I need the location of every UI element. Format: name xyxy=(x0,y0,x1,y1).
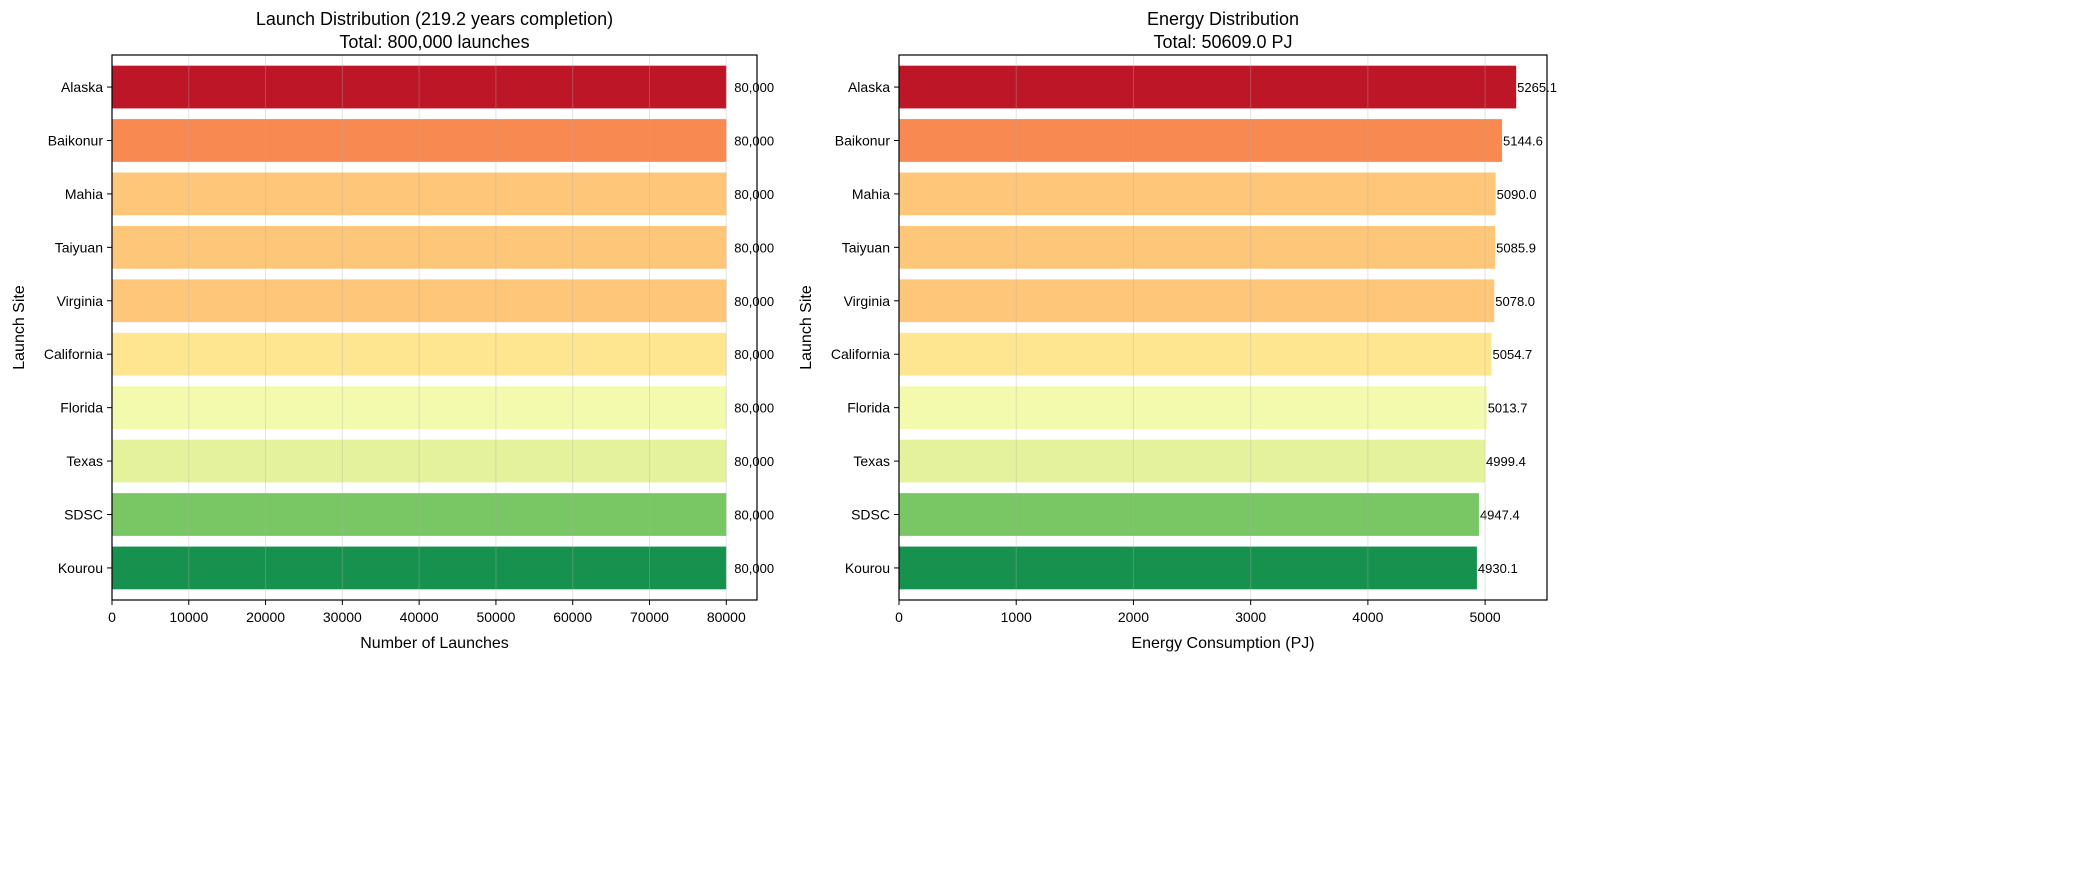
data-label: 4947.4 xyxy=(1480,508,1520,523)
data-label: 80,000 xyxy=(734,561,774,576)
bar-california xyxy=(899,332,1492,376)
data-label: 5078.0 xyxy=(1495,294,1535,309)
y-tick-label: Kourou xyxy=(58,560,103,576)
bar-taiyuan xyxy=(112,225,727,269)
y-tick-label: Alaska xyxy=(61,79,103,95)
data-label: 5013.7 xyxy=(1488,401,1528,416)
y-tick-label: Kourou xyxy=(845,560,890,576)
chart-title: Launch Distribution (219.2 years complet… xyxy=(256,9,613,29)
x-tick-label: 50000 xyxy=(476,609,515,625)
y-tick-label: Alaska xyxy=(848,79,890,95)
bar-mahia xyxy=(112,172,727,216)
y-tick-label: California xyxy=(831,346,890,362)
y-tick-label: Taiyuan xyxy=(55,239,103,255)
bar-taiyuan xyxy=(899,225,1496,269)
y-tick-label: Virginia xyxy=(57,293,104,309)
bar-virginia xyxy=(112,279,727,323)
data-label: 80,000 xyxy=(734,133,774,148)
bar-virginia xyxy=(899,279,1495,323)
y-axis-label: Launch Site xyxy=(798,285,815,370)
data-label: 80,000 xyxy=(734,240,774,255)
x-axis-label: Number of Launches xyxy=(360,635,509,652)
x-tick-label: 2000 xyxy=(1118,609,1149,625)
data-label: 5265.1 xyxy=(1517,80,1557,95)
chart-title: Energy Distribution xyxy=(1147,9,1299,29)
x-tick-label: 10000 xyxy=(169,609,208,625)
x-axis-label: Energy Consumption (PJ) xyxy=(1131,635,1314,652)
y-tick-label: Florida xyxy=(60,400,103,416)
data-label: 80,000 xyxy=(734,401,774,416)
chart-2: 5265.1 Alaska 5144.6 Baikonur 5090.0 Mahia 508… xyxy=(798,9,1557,652)
chart-subtitle: Total: 800,000 launches xyxy=(339,32,529,52)
y-tick-label: Baikonur xyxy=(835,132,891,148)
x-tick-label: 30000 xyxy=(323,609,362,625)
bar-sdsc xyxy=(899,493,1479,536)
y-tick-label: Baikonur xyxy=(48,132,104,148)
x-tick-label: 4000 xyxy=(1352,609,1383,625)
x-tick-label: 5000 xyxy=(1470,609,1501,625)
data-label: 80,000 xyxy=(734,80,774,95)
data-label: 80,000 xyxy=(734,347,774,362)
data-label: 80,000 xyxy=(734,454,774,469)
bar-kourou xyxy=(899,546,1477,590)
x-tick-label: 80000 xyxy=(707,609,746,625)
x-tick-label: 3000 xyxy=(1235,609,1266,625)
data-label: 80,000 xyxy=(734,187,774,202)
y-tick-label: SDSC xyxy=(851,507,890,523)
x-tick-label: 0 xyxy=(108,609,116,625)
bar-alaska xyxy=(899,65,1517,109)
bar-kourou xyxy=(112,546,727,590)
x-tick-label: 40000 xyxy=(400,609,439,625)
bar-baikonur xyxy=(899,119,1503,162)
data-label: 80,000 xyxy=(734,508,774,523)
x-tick-label: 20000 xyxy=(246,609,285,625)
data-label: 5085.9 xyxy=(1496,240,1536,255)
x-tick-label: 0 xyxy=(895,609,903,625)
y-tick-label: Mahia xyxy=(65,186,103,202)
y-tick-label: Florida xyxy=(847,400,890,416)
y-tick-label: California xyxy=(44,346,103,362)
y-tick-label: Texas xyxy=(66,453,103,469)
bar-baikonur xyxy=(112,119,727,162)
bar-alaska xyxy=(112,65,727,109)
x-tick-label: 60000 xyxy=(553,609,592,625)
data-label: 4930.1 xyxy=(1478,561,1518,576)
bar-florida xyxy=(112,386,727,430)
bar-california xyxy=(112,332,727,376)
axes-frame xyxy=(111,54,758,601)
data-label: 5144.6 xyxy=(1503,133,1543,148)
bar-texas xyxy=(112,439,727,483)
y-tick-label: Mahia xyxy=(852,186,890,202)
chart-subtitle: Total: 50609.0 PJ xyxy=(1153,32,1292,52)
x-tick-label: 70000 xyxy=(630,609,669,625)
data-label: 5054.7 xyxy=(1493,347,1533,362)
y-tick-label: SDSC xyxy=(64,507,103,523)
x-tick-label: 1000 xyxy=(1001,609,1032,625)
data-label: 5090.0 xyxy=(1497,187,1537,202)
y-tick-label: Taiyuan xyxy=(842,239,890,255)
data-label: 4999.4 xyxy=(1486,454,1526,469)
data-label: 80,000 xyxy=(734,294,774,309)
bar-sdsc xyxy=(112,493,727,536)
bar-mahia xyxy=(899,172,1496,216)
axes-frame xyxy=(898,54,1548,601)
chart-1: 80,000 Alaska 80,000 Baikonur 80,000 Mahia 80,… xyxy=(11,9,774,652)
bar-texas xyxy=(899,439,1486,483)
y-tick-label: Texas xyxy=(853,453,890,469)
y-axis-label: Launch Site xyxy=(11,285,28,370)
bar-florida xyxy=(899,386,1487,430)
y-tick-label: Virginia xyxy=(844,293,891,309)
